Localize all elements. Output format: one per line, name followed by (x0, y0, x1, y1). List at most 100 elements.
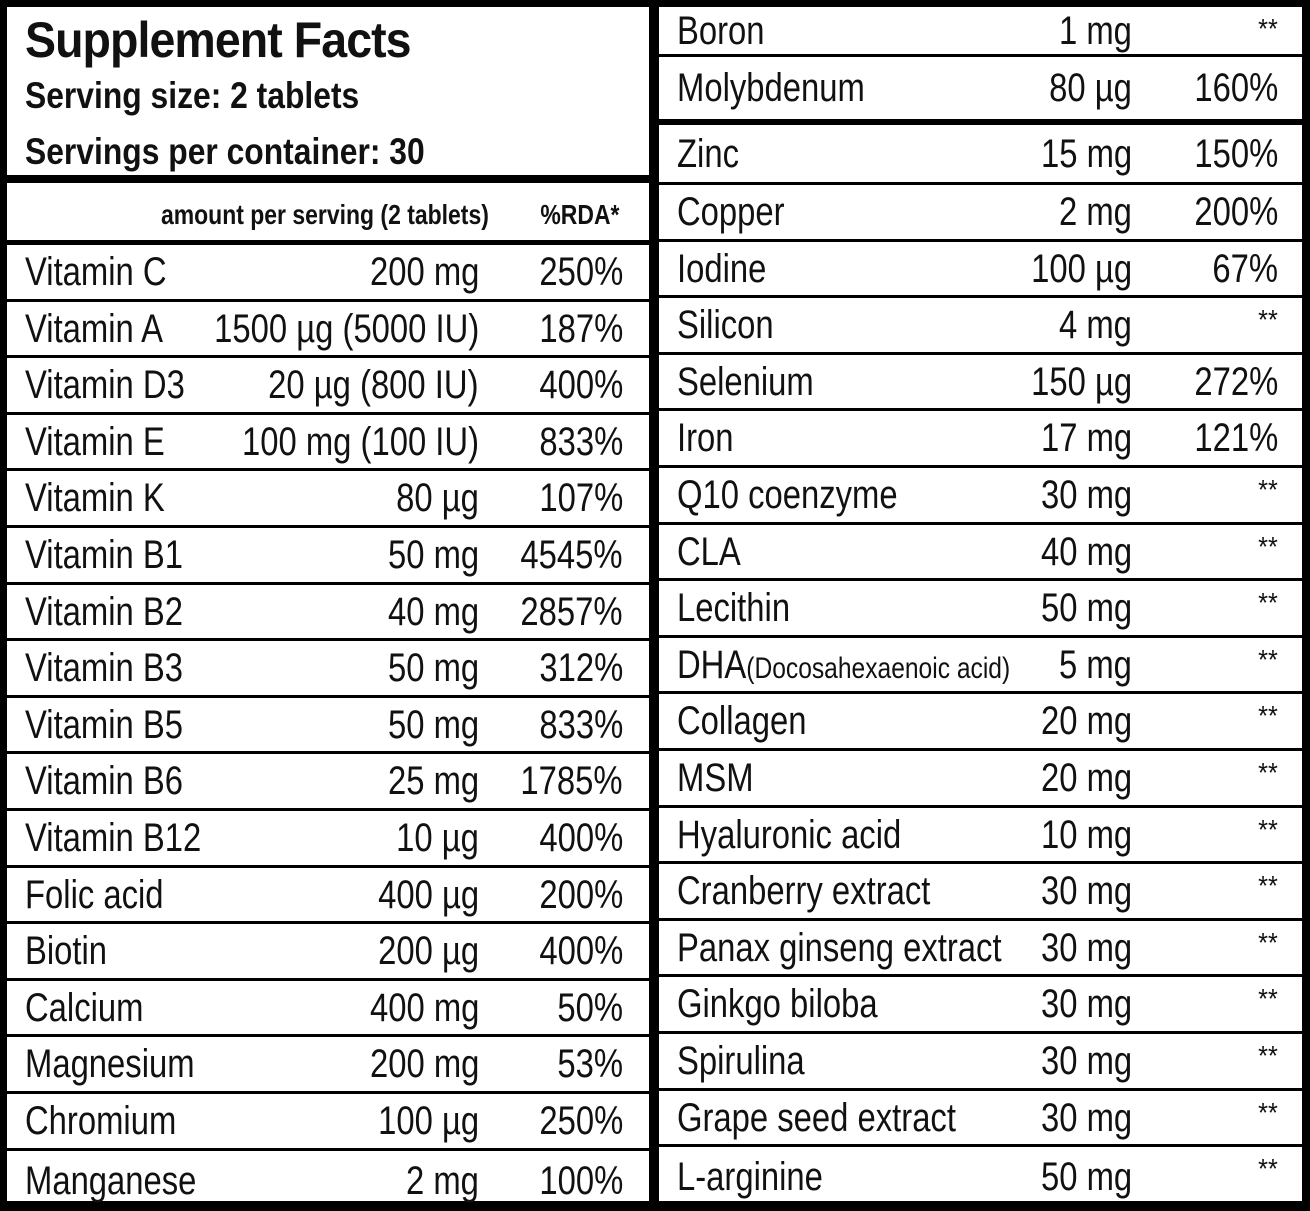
nutrient-name-text: Lecithin (677, 586, 791, 630)
nutrient-name: Vitamin C (25, 252, 167, 292)
rda-value: ** (1258, 870, 1278, 901)
table-row: Zinc 15 mg 150% (659, 125, 1302, 185)
rda-value: 2857% (520, 589, 623, 634)
nutrient-name-text: Vitamin A (25, 306, 163, 351)
table-row: Vitamin B2 40 mg 2857% (7, 585, 649, 641)
rda-value: 200% (1194, 190, 1278, 234)
nutrient-name-text: Q10 coenzyme (677, 473, 898, 517)
nutrient-name: Manganese (25, 1161, 196, 1201)
rda-value: 272% (1194, 359, 1278, 404)
table-row: Ginkgo biloba 30 mg ** (659, 977, 1302, 1034)
nutrient-name-text: DHA (677, 642, 747, 687)
nutrient-name: Vitamin A (25, 309, 163, 349)
nutrient-name: Panax ginseng extract (677, 928, 1002, 968)
right-panel: Boron 1 mg ** Molybdenum 80 µg 160% Zinc 15 mg 1… (659, 7, 1302, 1201)
amount-value: 4 mg (1059, 303, 1132, 347)
nutrient-name-text: L-arginine (677, 1155, 823, 1199)
nutrient-name-text: Biotin (25, 929, 108, 973)
nutrient-name: Zinc (677, 134, 739, 174)
nutrient-name-text: Manganese (25, 1159, 197, 1203)
nutrient-name: L-arginine (677, 1157, 823, 1197)
table-row: Manganese 2 mg 100% (7, 1151, 649, 1211)
nutrient-name: Hyaluronic acid (677, 815, 901, 855)
nutrient-name: Vitamin K (25, 478, 165, 518)
nutrient-name-text: Iron (677, 416, 734, 460)
nutrient-name-text: MSM (677, 756, 754, 800)
rda-value: 107% (539, 476, 623, 520)
nutrient-name-text: Collagen (677, 699, 807, 743)
amount-value: 30 mg (1040, 869, 1132, 913)
amount-value: 400 µg (378, 872, 479, 917)
table-row: L-arginine 50 mg ** (659, 1147, 1302, 1207)
nutrient-name: Vitamin B12 (25, 818, 201, 858)
nutrient-name-note: (Docosahexaenoic acid) (746, 651, 1011, 685)
table-row: Vitamin B1 50 mg 4545% (7, 528, 649, 585)
table-row: Vitamin B5 50 mg 833% (7, 698, 649, 754)
rda-value: 160% (1194, 66, 1278, 110)
rda-value: ** (1258, 1153, 1278, 1184)
nutrient-name-text: Zinc (677, 131, 739, 176)
nutrient-name: Cranberry extract (677, 871, 930, 911)
rda-value: 121% (1194, 416, 1278, 460)
column-header: amount per serving (2 tablets) %RDA* (7, 191, 649, 245)
nutrient-name-text: Copper (677, 190, 785, 234)
nutrient-name-text: Vitamin B12 (25, 816, 202, 860)
amount-value: 200 µg (378, 929, 479, 973)
nutrient-name: Lecithin (677, 588, 790, 628)
nutrient-name: Molybdenum (677, 68, 865, 108)
rda-value: 250% (539, 250, 623, 294)
table-row: Vitamin B6 25 mg 1785% (7, 754, 649, 811)
table-row: Molybdenum 80 µg 160% (659, 57, 1302, 125)
nutrient-name-text: Vitamin K (25, 476, 165, 520)
rda-value: 53% (557, 1042, 623, 1086)
amount-value: 50 mg (387, 646, 479, 690)
amount-value: 100 mg (100 IU) (241, 419, 479, 464)
rda-value: 833% (539, 419, 623, 464)
table-row: MSM 20 mg ** (659, 751, 1302, 808)
amount-value: 50 mg (387, 702, 479, 747)
rda-value: 400% (539, 363, 623, 407)
amount-value: 30 mg (1040, 982, 1132, 1026)
table-row: Chromium 100 µg 250% (7, 1094, 649, 1151)
amount-value: 30 mg (1040, 925, 1132, 970)
nutrient-name: CLA (677, 532, 741, 572)
amount-value: 17 mg (1040, 416, 1132, 460)
left-panel: Supplement Facts Serving size: 2 tablets… (7, 7, 649, 1201)
rda-value: ** (1258, 700, 1278, 731)
nutrient-name-text: Hyaluronic acid (677, 812, 902, 857)
amount-value: 150 µg (1031, 359, 1132, 404)
table-row: Hyaluronic acid 10 mg ** (659, 808, 1302, 864)
rda-value: ** (1258, 1097, 1278, 1128)
nutrient-name-text: Vitamin E (25, 419, 165, 464)
amount-value: 200 mg (369, 1042, 479, 1086)
nutrient-name: Copper (677, 192, 785, 232)
rda-value: 400% (539, 929, 623, 973)
nutrient-name-text: Selenium (677, 359, 814, 404)
table-row: Grape seed extract 30 mg ** (659, 1091, 1302, 1147)
nutrient-name-text: Panax ginseng extract (677, 925, 1002, 970)
nutrient-name-text: Folic acid (25, 872, 164, 917)
page-title: Supplement Facts (25, 12, 412, 68)
nutrient-name-text: Vitamin D3 (25, 363, 185, 407)
rda-value: 4545% (520, 533, 623, 577)
table-row: Biotin 200 µg 400% (7, 924, 649, 981)
nutrient-name-text: Grape seed extract (677, 1095, 956, 1140)
table-row: Iron 17 mg 121% (659, 411, 1302, 468)
rda-value: ** (1258, 1040, 1278, 1071)
table-row: Folic acid 400 µg 200% (7, 868, 649, 924)
nutrient-name: DHA(Docosahexaenoic acid) (677, 645, 1010, 685)
rda-value: 100% (539, 1159, 623, 1203)
nutrient-name-text: Molybdenum (677, 66, 865, 110)
table-row: Vitamin K 80 µg 107% (7, 471, 649, 528)
rda-value: ** (1258, 531, 1278, 562)
rda-value: ** (1258, 814, 1278, 845)
facts-header: Supplement Facts Serving size: 2 tablets… (7, 7, 649, 183)
amount-value: 50 mg (387, 533, 479, 577)
rda-value: 833% (539, 702, 623, 747)
nutrient-name: Spirulina (677, 1041, 805, 1081)
amount-value: 10 mg (1040, 812, 1132, 857)
amount-value: 2 mg (406, 1159, 479, 1203)
nutrient-name: Silicon (677, 305, 774, 345)
rda-value: ** (1258, 757, 1278, 788)
amount-value: 30 mg (1040, 473, 1132, 517)
